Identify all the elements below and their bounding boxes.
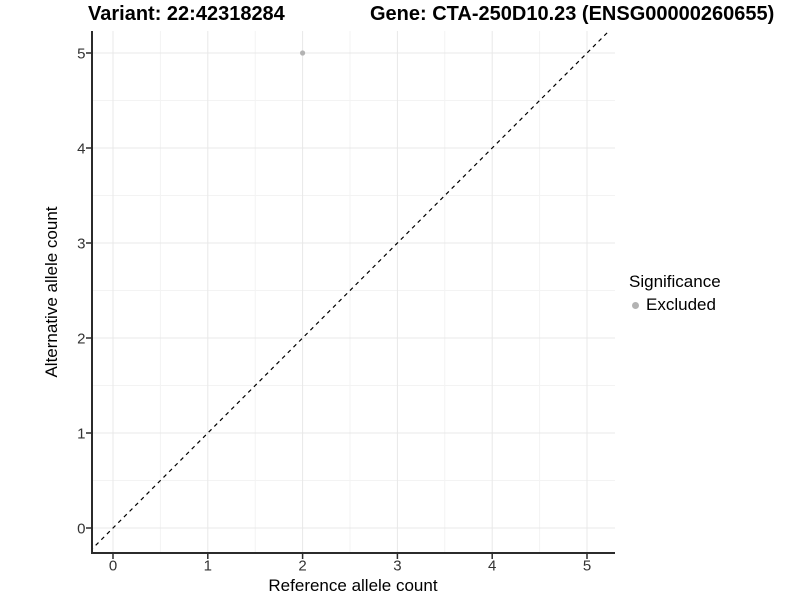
x-tick-label: 0 xyxy=(109,558,117,575)
y-tick-label: 3 xyxy=(77,235,85,252)
legend-item-label: Excluded xyxy=(646,295,716,314)
x-axis-title: Reference allele count xyxy=(268,576,438,595)
x-tick-label: 4 xyxy=(488,558,496,575)
y-tick-label: 4 xyxy=(77,140,85,157)
x-tick-label: 1 xyxy=(204,558,212,575)
panel-background xyxy=(92,31,615,553)
gene-title: Gene: CTA-250D10.23 (ENSG00000260655) xyxy=(370,3,775,25)
y-tick-label: 1 xyxy=(77,425,85,442)
x-tick-label: 2 xyxy=(298,558,306,575)
excluded-point-icon xyxy=(632,301,639,309)
x-tick-label: 3 xyxy=(393,558,401,575)
y-tick-label: 2 xyxy=(77,330,85,347)
y-tick-label: 5 xyxy=(77,45,85,62)
y-axis-title: Alternative allele count xyxy=(42,206,61,378)
legend-item-excluded: Excluded xyxy=(632,295,721,315)
x-tick-label: 5 xyxy=(583,558,591,575)
data-point xyxy=(300,50,306,56)
legend: Significance Excluded xyxy=(629,272,721,315)
identity-line xyxy=(92,31,610,550)
y-tick-label: 0 xyxy=(77,520,85,537)
legend-title: Significance xyxy=(629,272,721,291)
variant-title: Variant: 22:42318284 xyxy=(88,3,285,25)
